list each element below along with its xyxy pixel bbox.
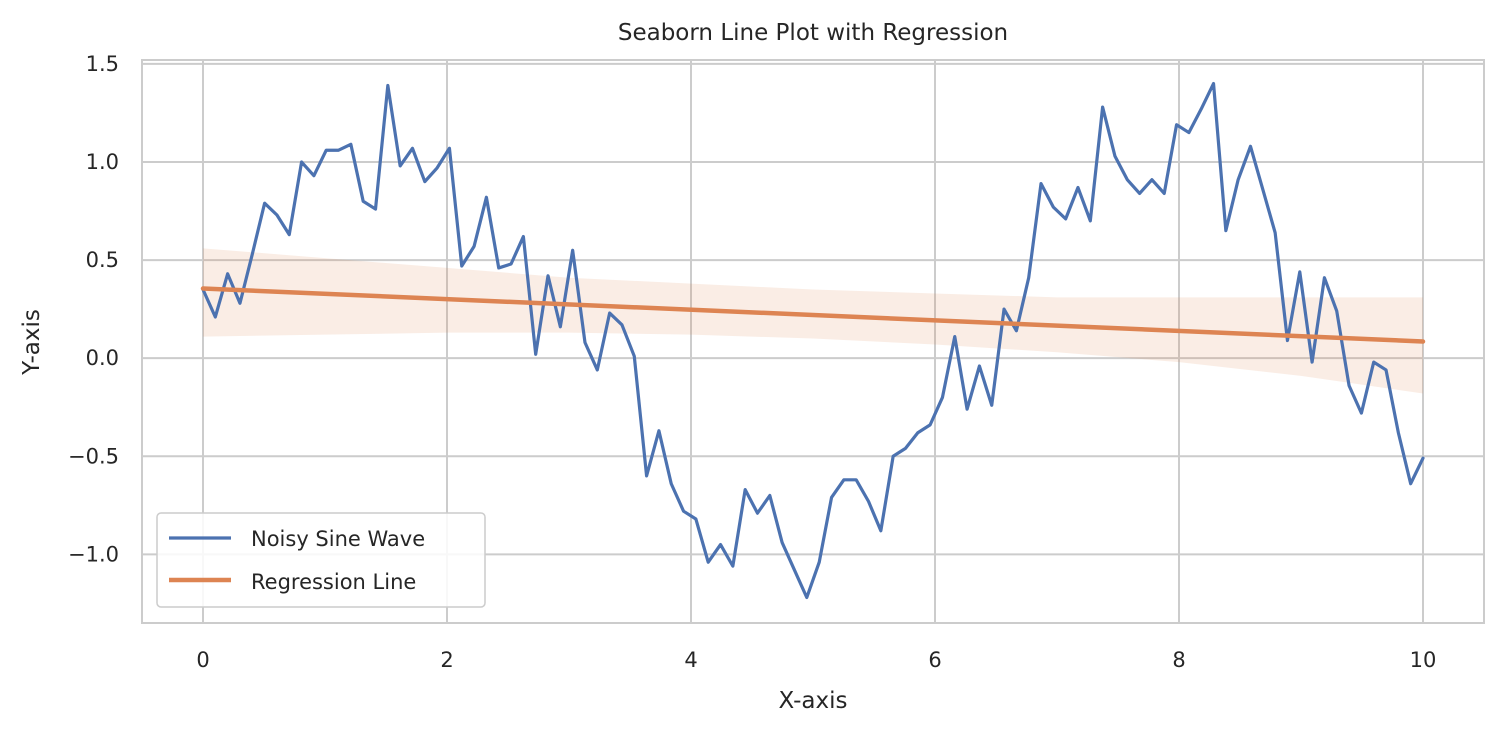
x-tick-label: 8 bbox=[1172, 648, 1185, 672]
x-tick-label: 10 bbox=[1410, 648, 1437, 672]
series-layer bbox=[200, 81, 1426, 600]
regression-confidence-band bbox=[203, 248, 1423, 394]
y-tick-label: 1.5 bbox=[86, 52, 119, 76]
x-tick-label: 2 bbox=[440, 648, 453, 672]
x-axis-label: X-axis bbox=[779, 688, 848, 714]
confidence-band-layer bbox=[203, 248, 1423, 394]
y-axis-label: Y-axis bbox=[19, 309, 45, 376]
y-tick-label: 1.0 bbox=[86, 150, 119, 174]
legend-box bbox=[156, 512, 486, 608]
y-tick-labels: −1.0 −0.5 0.0 0.5 1.0 1.5 bbox=[68, 52, 119, 566]
x-tick-label: 0 bbox=[196, 648, 209, 672]
y-tick-label: 0.5 bbox=[86, 248, 119, 272]
legend: Noisy Sine Wave Regression Line bbox=[156, 512, 486, 608]
legend-label-regression-line: Regression Line bbox=[251, 570, 416, 594]
plot-frame bbox=[141, 59, 1485, 624]
legend-label-noisy-sine-wave: Noisy Sine Wave bbox=[251, 527, 425, 551]
y-tick-label: −0.5 bbox=[68, 444, 119, 468]
x-tick-label: 6 bbox=[928, 648, 941, 672]
series-line-noisy-sine-wave bbox=[201, 81, 1425, 600]
x-tick-label: 4 bbox=[684, 648, 697, 672]
y-tick-label: −1.0 bbox=[68, 542, 119, 566]
chart-title: Seaborn Line Plot with Regression bbox=[618, 20, 1008, 46]
y-tick-label: 0.0 bbox=[86, 346, 119, 370]
x-tick-labels: 0 2 4 6 8 10 bbox=[196, 648, 1436, 672]
series-line-regression-line bbox=[200, 286, 1426, 344]
